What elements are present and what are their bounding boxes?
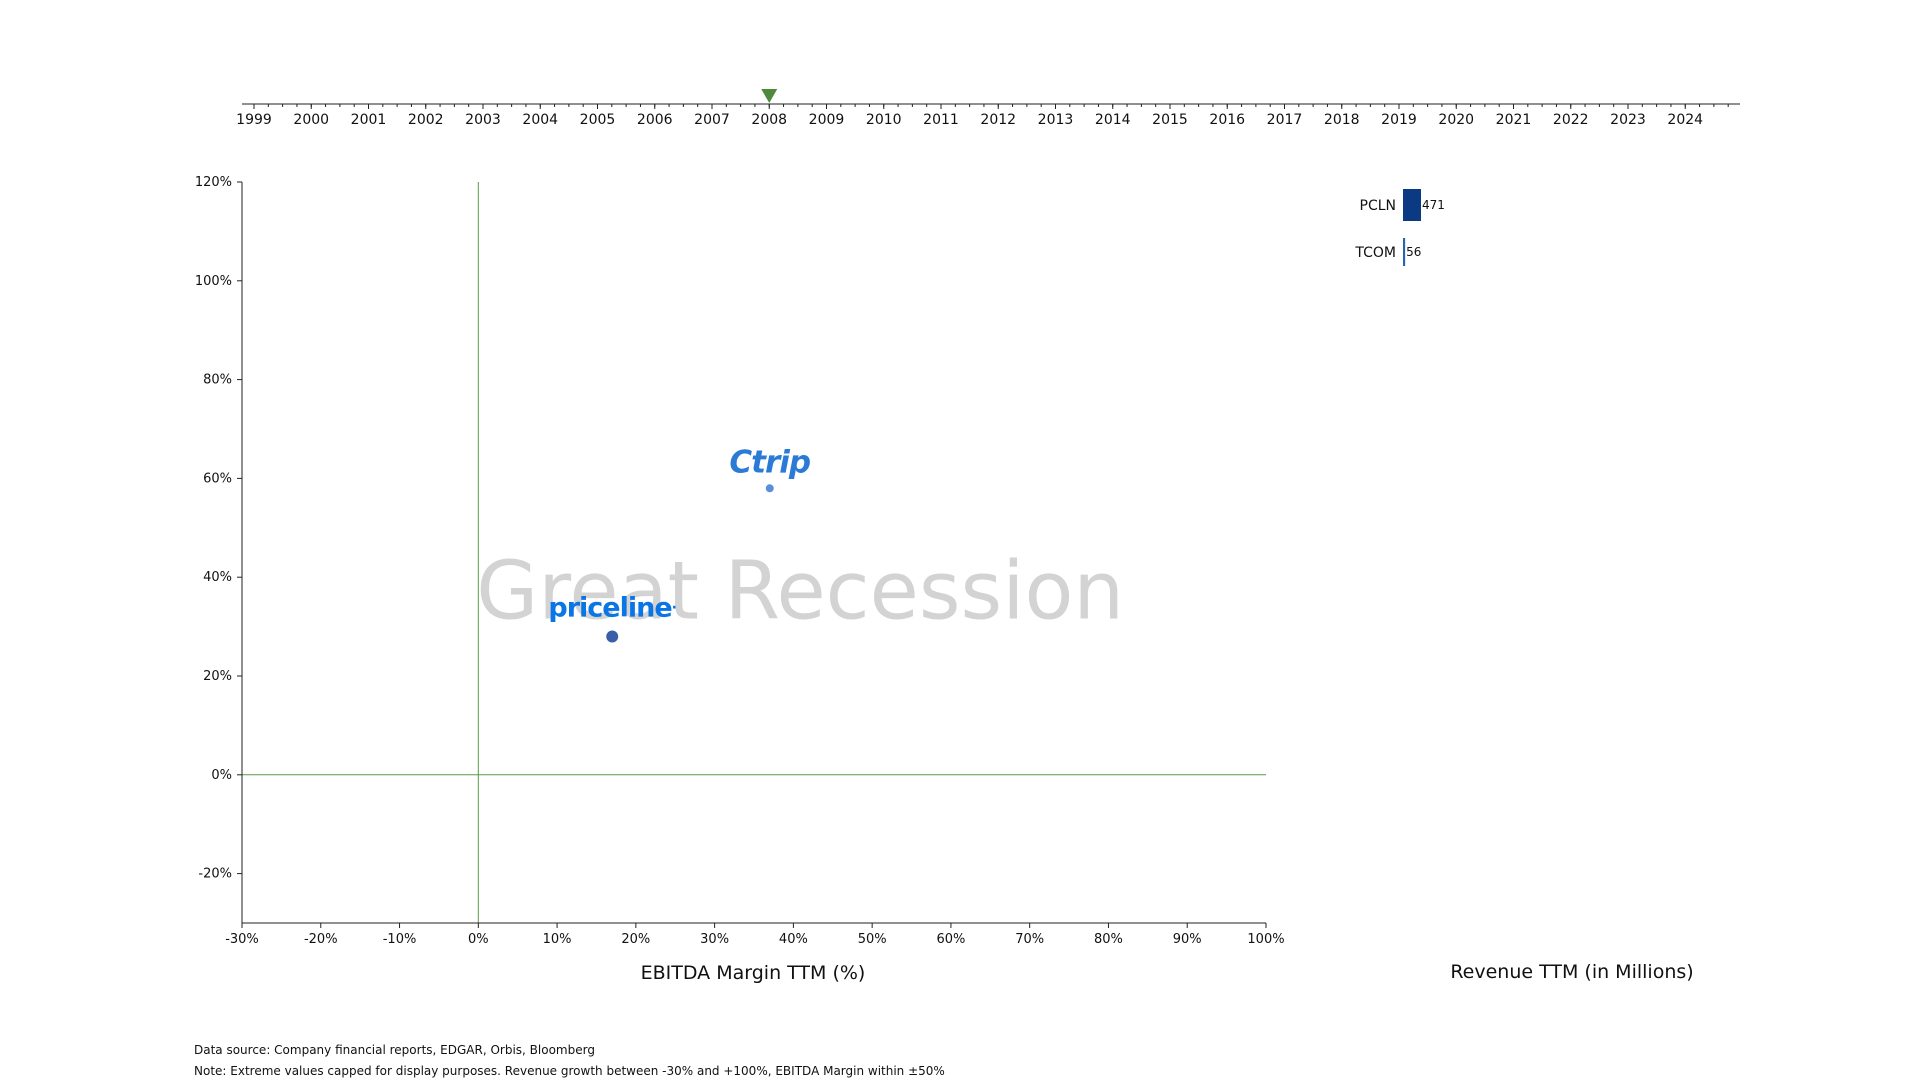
year-label-2002[interactable]: 2002 [408, 112, 444, 128]
revenue-bar-chart: Revenue TTM (in Millions) PCLN 471 TCOM 56 [1354, 189, 1694, 983]
data-source-note: Data source: Company financial reports, … [194, 1043, 595, 1057]
year-label-2000[interactable]: 2000 [293, 112, 329, 128]
bar-label-pcln: PCLN [1360, 198, 1397, 214]
revenue-axis-title: Revenue TTM (in Millions) [1450, 961, 1693, 983]
year-label-1999[interactable]: 1999 [236, 112, 272, 128]
x-tick-label: 90% [1173, 932, 1202, 947]
year-label-2005[interactable]: 2005 [580, 112, 616, 128]
scatter-axes: -20% 0% 20% 40% 60% 80% 100% 120% -30% -20% -10% 0%… [195, 175, 1285, 947]
x-tick-label: 20% [621, 932, 650, 947]
scatter-plot: Great Recession -20% 0% 20% 40% 60% 80% 100% 12… [195, 175, 1285, 984]
x-tick-label: -10% [383, 932, 417, 947]
year-label-2008[interactable]: 2008 [751, 112, 787, 128]
year-label-2021[interactable]: 2021 [1496, 112, 1532, 128]
point-tcom [765, 484, 774, 493]
year-label-2011[interactable]: 2011 [923, 112, 959, 128]
x-axis-title: EBITDA Margin TTM (%) [641, 962, 866, 984]
priceline-logo: priceline. [548, 592, 676, 623]
year-label-2012[interactable]: 2012 [980, 112, 1016, 128]
year-label-2023[interactable]: 2023 [1610, 112, 1646, 128]
y-tick-label: 40% [203, 570, 232, 585]
period-watermark: Great Recession [476, 545, 1124, 638]
y-tick-label: 80% [203, 373, 232, 388]
y-tick-label: 0% [211, 768, 232, 783]
year-label-2016[interactable]: 2016 [1209, 112, 1245, 128]
priceline-logo-dot: . [672, 596, 676, 612]
year-label-2003[interactable]: 2003 [465, 112, 501, 128]
bar-value-pcln: 471 [1422, 198, 1445, 212]
x-tick-label: 100% [1247, 932, 1284, 947]
bar-value-tcom: 56 [1406, 245, 1421, 259]
year-label-2006[interactable]: 2006 [637, 112, 673, 128]
year-label-2007[interactable]: 2007 [694, 112, 730, 128]
reference-lines [242, 182, 1266, 923]
year-label-2024[interactable]: 2024 [1667, 112, 1703, 128]
year-label-2010[interactable]: 2010 [866, 112, 902, 128]
point-pcln [606, 630, 619, 643]
x-tick-label: 40% [779, 932, 808, 947]
x-tick-label: 10% [543, 932, 572, 947]
y-tick-label: -20% [198, 867, 232, 882]
y-tick-label: 120% [195, 175, 232, 190]
year-timeline[interactable]: 1999 2000 2001 2002 2003 2004 2005 2006 2007 2008… [236, 89, 1740, 128]
year-label-2018[interactable]: 2018 [1324, 112, 1360, 128]
year-label-2019[interactable]: 2019 [1381, 112, 1417, 128]
year-label-2017[interactable]: 2017 [1267, 112, 1303, 128]
x-tick-label: 70% [1015, 932, 1044, 947]
x-tick-label: 60% [936, 932, 965, 947]
revenue-bar-pcln [1403, 189, 1421, 221]
x-tick-label: 0% [468, 932, 489, 947]
year-label-2009[interactable]: 2009 [809, 112, 845, 128]
year-label-2014[interactable]: 2014 [1095, 112, 1131, 128]
current-year-marker[interactable] [761, 89, 778, 103]
y-tick-label: 100% [195, 274, 232, 289]
year-label-2020[interactable]: 2020 [1438, 112, 1474, 128]
x-tick-label: -20% [304, 932, 338, 947]
year-label-2004[interactable]: 2004 [522, 112, 558, 128]
display-cap-note: Note: Extreme values capped for display … [194, 1064, 945, 1078]
x-tick-label: 80% [1094, 932, 1123, 947]
ctrip-logo: Ctrip [729, 444, 810, 480]
year-label-2001[interactable]: 2001 [351, 112, 387, 128]
year-label-2022[interactable]: 2022 [1553, 112, 1589, 128]
x-tick-label: 50% [858, 932, 887, 947]
bar-label-tcom: TCOM [1354, 245, 1396, 261]
year-label-2015[interactable]: 2015 [1152, 112, 1188, 128]
scatter-points: priceline. Ctrip [548, 444, 811, 643]
y-tick-label: 20% [203, 669, 232, 684]
revenue-bar-tcom [1403, 238, 1406, 266]
x-tick-label: -30% [225, 932, 259, 947]
y-tick-label: 60% [203, 471, 232, 486]
year-label-2013[interactable]: 2013 [1038, 112, 1074, 128]
x-tick-label: 30% [700, 932, 729, 947]
